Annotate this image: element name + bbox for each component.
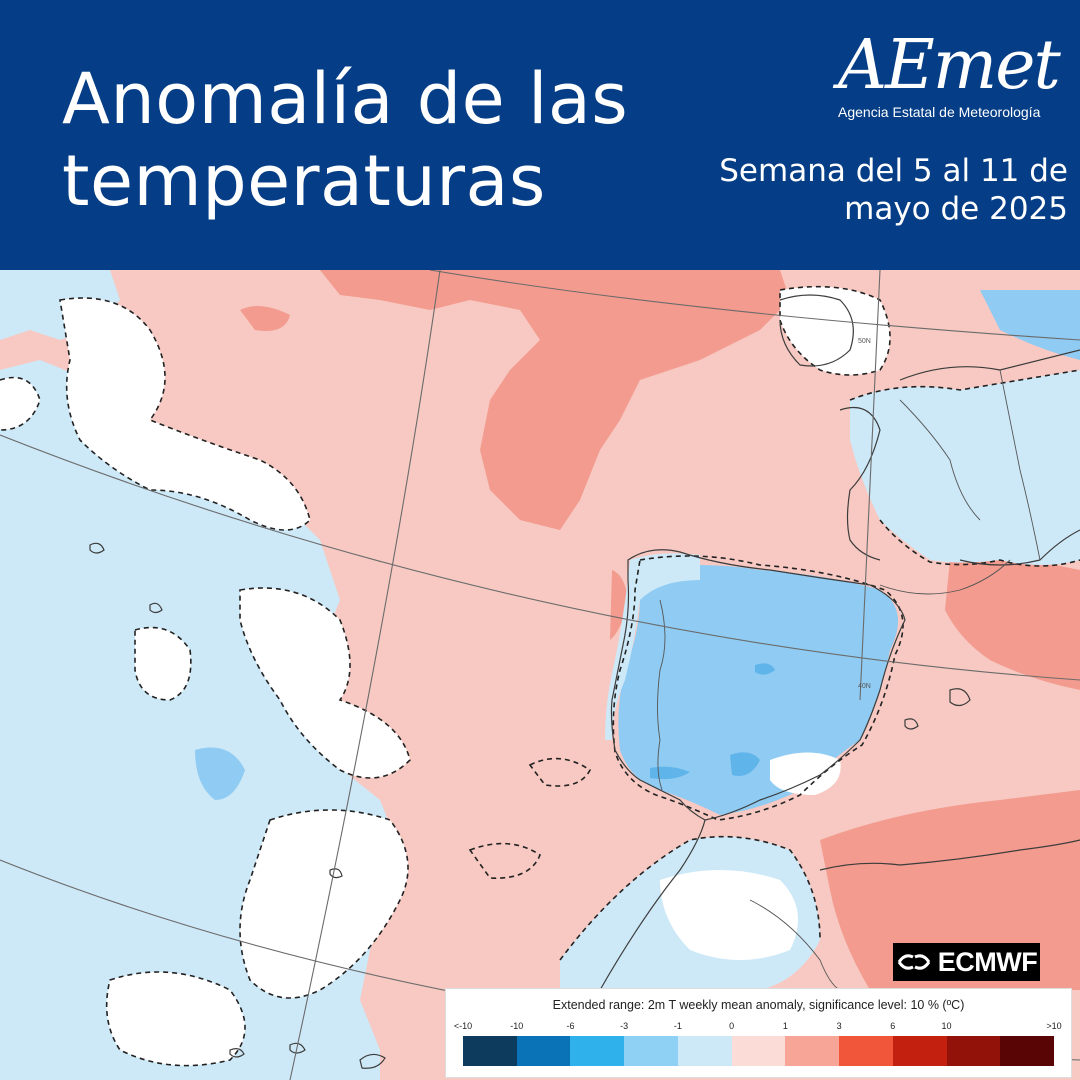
week-line-1: Semana del 5 al 11 de — [719, 153, 1068, 189]
grid-label-40n: 40N — [858, 683, 871, 690]
ecmwf-logo-icon — [897, 954, 930, 970]
legend-swatch — [516, 1036, 571, 1066]
ecmwf-badge: ECMWF — [893, 943, 1040, 981]
aemet-logo-wordmark: AEmet — [838, 26, 1061, 105]
title-line-2: temperaturas — [62, 140, 546, 222]
legend-swatch — [463, 1036, 517, 1066]
warm-patch-small-1 — [240, 306, 290, 331]
warm-patch-mediterranean — [945, 558, 1080, 690]
title-line-1: Anomalía de las — [62, 58, 629, 140]
grid-label-50n: 50N — [858, 338, 871, 345]
cool-area-north-sea — [980, 290, 1080, 360]
cool-area-iberia — [618, 565, 898, 815]
neutral-band-southwest — [106, 972, 246, 1066]
cool-spot-iberia-2 — [730, 752, 760, 776]
cool-spot-iberia-1 — [755, 663, 775, 675]
legend-tick-label: -1 — [673, 1021, 682, 1031]
coastlines — [89, 294, 1080, 1069]
neutral-band-atlantic-2 — [240, 588, 410, 778]
legend-title: Extended range: 2m T weekly mean anomaly… — [552, 998, 965, 1012]
week-line-2: mayo de 2025 — [844, 191, 1068, 227]
legend-swatch — [892, 1036, 947, 1066]
legend-swatch — [839, 1036, 893, 1066]
legend-tick-label: >10 — [1046, 1021, 1062, 1031]
legend-tick-label: 1 — [782, 1021, 788, 1031]
legend-swatch — [946, 1036, 1001, 1066]
cool-spot-atlantic — [195, 747, 245, 800]
page-title: Anomalía de las temperaturas — [62, 58, 628, 222]
legend-tick-label: -6 — [566, 1021, 575, 1031]
legend-tick-label: 6 — [890, 1021, 896, 1031]
legend-swatch — [570, 1036, 625, 1066]
warm-patch-northeast-atlantic — [320, 270, 790, 530]
legend-swatch — [1000, 1036, 1055, 1066]
legend-swatch — [677, 1036, 732, 1066]
legend-ticks: <-10 -10 -6 -3 -1 0 1 3 6 10 >10 — [446, 1021, 1071, 1035]
color-legend: Extended range: 2m T weekly mean anomaly… — [445, 988, 1072, 1078]
aemet-logo-subtitle: Agencia Estatal de Meteorología — [838, 104, 1041, 120]
ecmwf-label: ECMWF — [937, 946, 1038, 977]
legend-swatch — [624, 1036, 678, 1066]
legend-tick-label: -3 — [620, 1021, 629, 1031]
legend-tick-label: 0 — [729, 1021, 735, 1031]
neutral-area-spain-southeast — [770, 752, 841, 795]
neutral-band-atlantic-1 — [60, 298, 310, 530]
neutral-island-azores — [135, 627, 191, 700]
neutral-area-britain — [780, 286, 890, 375]
cool-spot-iberia-3 — [650, 766, 690, 780]
legend-tick-label: 3 — [836, 1021, 842, 1031]
legend-color-bar — [463, 1036, 1055, 1066]
legend-tick-label: 10 — [941, 1021, 952, 1031]
warm-patch-portugal-coast — [610, 570, 628, 640]
legend-swatch — [785, 1036, 840, 1066]
legend-swatch — [731, 1036, 786, 1066]
significance-contours — [0, 285, 1080, 1067]
week-label: Semana del 5 al 11 de mayo de 2025 — [668, 152, 1068, 228]
legend-tick-label: -10 — [510, 1021, 524, 1031]
neutral-band-atlantic-3 — [240, 810, 408, 998]
aemet-logo: AEmet Agencia Estatal de Meteorología — [820, 26, 1061, 121]
cool-area-central-europe — [850, 370, 1080, 565]
neutral-area-north-africa — [660, 870, 798, 960]
header-banner: Anomalía de las temperaturas AEmet Agenc… — [0, 0, 1080, 270]
warm-patch-north-africa — [820, 790, 1080, 990]
anomaly-map: 50N 40N — [0, 270, 1080, 1080]
legend-tick-label: <-10 — [453, 1021, 473, 1031]
neutral-island-west — [0, 377, 40, 430]
country-borders — [657, 369, 1041, 991]
